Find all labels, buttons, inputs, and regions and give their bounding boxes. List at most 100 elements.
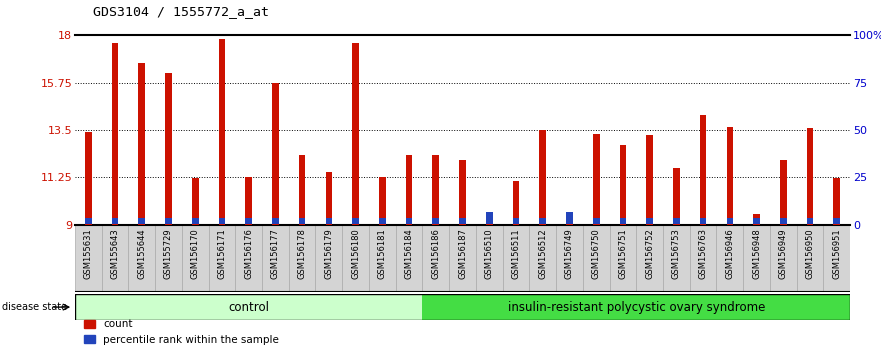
Bar xyxy=(727,127,733,225)
Bar xyxy=(807,218,813,224)
Bar xyxy=(352,218,359,224)
Bar xyxy=(75,294,422,320)
Text: GSM155643: GSM155643 xyxy=(110,228,120,279)
Bar xyxy=(673,168,680,225)
Bar xyxy=(112,218,118,224)
Bar xyxy=(753,218,760,224)
Text: GSM156186: GSM156186 xyxy=(432,228,440,279)
Bar xyxy=(636,225,663,292)
Bar xyxy=(647,135,653,225)
Bar xyxy=(192,178,198,225)
Bar xyxy=(539,218,546,224)
Bar xyxy=(556,225,583,292)
Text: GSM156510: GSM156510 xyxy=(485,228,493,279)
Bar xyxy=(753,214,760,225)
Bar xyxy=(727,218,733,224)
Bar xyxy=(272,218,278,224)
Bar xyxy=(192,218,198,224)
Bar xyxy=(342,225,369,292)
Text: GSM156177: GSM156177 xyxy=(270,228,280,279)
Bar xyxy=(112,43,118,225)
Bar xyxy=(459,218,466,224)
Bar xyxy=(503,225,529,292)
Bar xyxy=(486,212,492,224)
Bar xyxy=(209,225,235,292)
Bar xyxy=(406,218,412,224)
Bar xyxy=(583,225,610,292)
Bar xyxy=(396,225,422,292)
Bar xyxy=(325,218,332,224)
Bar xyxy=(619,145,626,225)
Text: GSM156946: GSM156946 xyxy=(725,228,735,279)
Bar xyxy=(770,225,796,292)
Text: GSM156763: GSM156763 xyxy=(699,228,707,279)
Text: GSM156751: GSM156751 xyxy=(618,228,627,279)
Text: GDS3104 / 1555772_a_at: GDS3104 / 1555772_a_at xyxy=(93,5,269,18)
Bar xyxy=(138,218,145,224)
Text: GSM156511: GSM156511 xyxy=(512,228,521,279)
Bar xyxy=(406,155,412,225)
Bar xyxy=(647,218,653,224)
Bar xyxy=(379,177,386,225)
Bar xyxy=(433,155,439,225)
Bar xyxy=(610,225,636,292)
Bar xyxy=(235,225,262,292)
Bar xyxy=(262,225,289,292)
Bar xyxy=(218,39,226,225)
Bar xyxy=(449,225,476,292)
Bar xyxy=(619,218,626,224)
Text: GSM156180: GSM156180 xyxy=(352,228,360,279)
Bar xyxy=(716,225,744,292)
Bar xyxy=(75,225,101,292)
Bar xyxy=(780,160,787,225)
Bar xyxy=(459,160,466,225)
Bar xyxy=(85,218,92,224)
Bar xyxy=(833,218,840,224)
Bar xyxy=(824,225,850,292)
Bar xyxy=(422,294,850,320)
Text: control: control xyxy=(228,301,270,314)
Text: GSM156181: GSM156181 xyxy=(378,228,387,279)
Bar xyxy=(566,221,573,225)
Bar xyxy=(379,218,386,224)
Text: GSM156951: GSM156951 xyxy=(833,228,841,279)
Bar xyxy=(593,134,600,225)
Bar xyxy=(807,128,813,225)
Text: GSM156176: GSM156176 xyxy=(244,228,253,279)
Bar xyxy=(369,225,396,292)
Text: GSM156753: GSM156753 xyxy=(672,228,681,279)
Text: GSM156179: GSM156179 xyxy=(324,228,333,279)
Text: GSM156178: GSM156178 xyxy=(298,228,307,279)
Text: GSM156750: GSM156750 xyxy=(592,228,601,279)
Bar xyxy=(75,294,850,320)
Text: GSM156949: GSM156949 xyxy=(779,228,788,279)
Bar xyxy=(85,132,92,225)
Bar xyxy=(433,218,439,224)
Bar xyxy=(663,225,690,292)
Bar xyxy=(129,225,155,292)
Text: GSM155644: GSM155644 xyxy=(137,228,146,279)
Text: GSM156752: GSM156752 xyxy=(645,228,655,279)
Bar xyxy=(673,218,680,224)
Bar xyxy=(566,212,573,224)
Text: GSM156170: GSM156170 xyxy=(190,228,200,279)
Bar xyxy=(833,178,840,225)
Bar xyxy=(289,225,315,292)
Bar xyxy=(245,177,252,225)
Bar xyxy=(422,225,449,292)
Bar xyxy=(476,225,503,292)
Text: insulin-resistant polycystic ovary syndrome: insulin-resistant polycystic ovary syndr… xyxy=(507,301,765,314)
Text: GSM156187: GSM156187 xyxy=(458,228,467,279)
Bar xyxy=(529,225,556,292)
Bar xyxy=(165,73,172,225)
Bar xyxy=(272,83,278,225)
Bar xyxy=(352,43,359,225)
Text: GSM156749: GSM156749 xyxy=(565,228,574,279)
Text: GSM156171: GSM156171 xyxy=(218,228,226,279)
Legend: count, percentile rank within the sample: count, percentile rank within the sample xyxy=(80,315,283,349)
Bar xyxy=(299,155,306,225)
Bar xyxy=(700,218,707,224)
Text: disease state: disease state xyxy=(2,302,67,312)
Bar xyxy=(690,225,716,292)
Bar xyxy=(780,218,787,224)
